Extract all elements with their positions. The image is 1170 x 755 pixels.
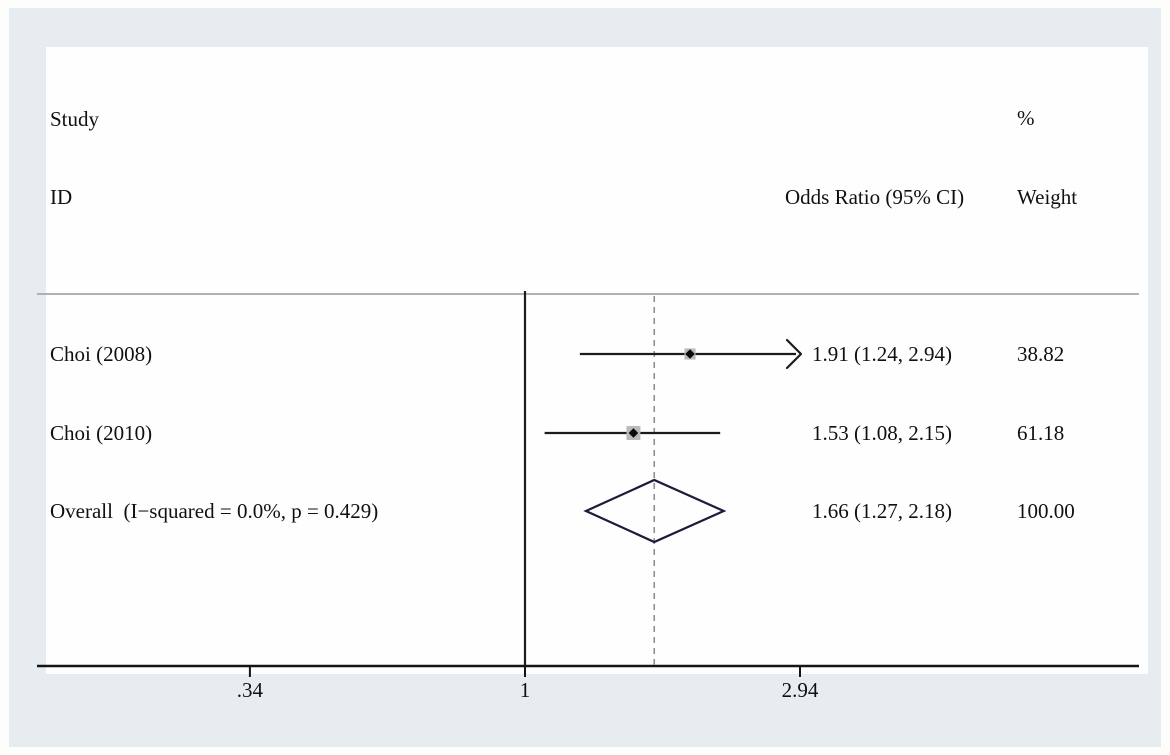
x-axis-tick-label: .34 bbox=[236, 678, 264, 702]
overall-label: Overall (I−squared = 0.0%, p = 0.429) bbox=[50, 499, 379, 523]
column-header-weight: Weight bbox=[1017, 185, 1078, 209]
x-axis-tick-label: 1 bbox=[519, 678, 531, 702]
weight-value-overall: 100.00 bbox=[1017, 499, 1075, 523]
column-header-id: ID bbox=[50, 185, 73, 209]
or-ci-value-row1: 1.91 (1.24, 2.94) bbox=[812, 342, 952, 366]
study-label-row2: Choi (2010) bbox=[50, 421, 153, 445]
column-header-study: Study bbox=[50, 107, 100, 131]
or-ci-value-row2: 1.53 (1.08, 2.15) bbox=[812, 421, 952, 445]
or-ci-value-overall: 1.66 (1.27, 2.18) bbox=[812, 499, 952, 523]
weight-value-row2: 61.18 bbox=[1017, 421, 1065, 445]
weight-value-row1: 38.82 bbox=[1017, 342, 1065, 366]
figure-panel bbox=[9, 8, 1161, 747]
plot-white-area bbox=[46, 47, 1148, 674]
column-header-percent: % bbox=[1017, 106, 1035, 130]
column-header-odds-ratio: Odds Ratio (95% CI) bbox=[785, 185, 965, 209]
study-label-row1: Choi (2008) bbox=[50, 342, 153, 366]
x-axis-tick-label: 2.94 bbox=[781, 678, 819, 702]
